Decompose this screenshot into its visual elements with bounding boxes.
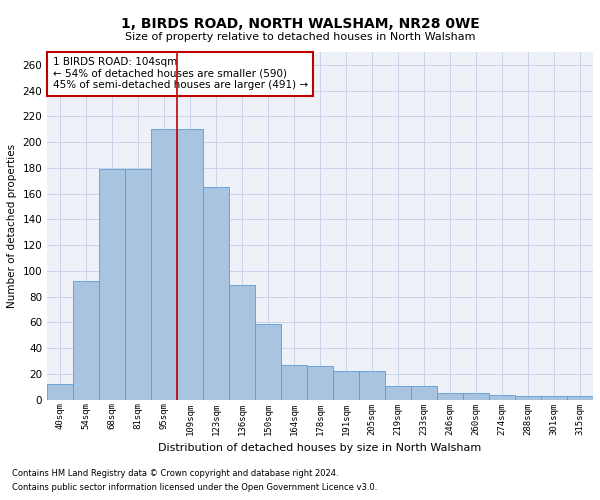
- Bar: [255, 324, 281, 400]
- Text: Contains HM Land Registry data © Crown copyright and database right 2024.: Contains HM Land Registry data © Crown c…: [12, 468, 338, 477]
- Bar: [47, 384, 73, 400]
- Bar: [333, 372, 359, 400]
- Bar: [463, 394, 489, 400]
- Bar: [73, 281, 99, 400]
- Bar: [411, 386, 437, 400]
- Bar: [385, 386, 411, 400]
- Bar: [437, 394, 463, 400]
- Y-axis label: Number of detached properties: Number of detached properties: [7, 144, 17, 308]
- Bar: [307, 366, 333, 400]
- Bar: [541, 396, 567, 400]
- Bar: [489, 394, 515, 400]
- Bar: [359, 372, 385, 400]
- Text: 1, BIRDS ROAD, NORTH WALSHAM, NR28 0WE: 1, BIRDS ROAD, NORTH WALSHAM, NR28 0WE: [121, 18, 479, 32]
- Bar: [125, 169, 151, 400]
- Bar: [229, 285, 255, 400]
- Bar: [203, 187, 229, 400]
- Bar: [151, 129, 177, 400]
- Bar: [281, 365, 307, 400]
- X-axis label: Distribution of detached houses by size in North Walsham: Distribution of detached houses by size …: [158, 443, 482, 453]
- Text: Contains public sector information licensed under the Open Government Licence v3: Contains public sector information licen…: [12, 484, 377, 492]
- Bar: [177, 129, 203, 400]
- Bar: [515, 396, 541, 400]
- Text: 1 BIRDS ROAD: 104sqm
← 54% of detached houses are smaller (590)
45% of semi-deta: 1 BIRDS ROAD: 104sqm ← 54% of detached h…: [53, 57, 308, 90]
- Bar: [99, 169, 125, 400]
- Text: Size of property relative to detached houses in North Walsham: Size of property relative to detached ho…: [125, 32, 475, 42]
- Bar: [567, 396, 593, 400]
